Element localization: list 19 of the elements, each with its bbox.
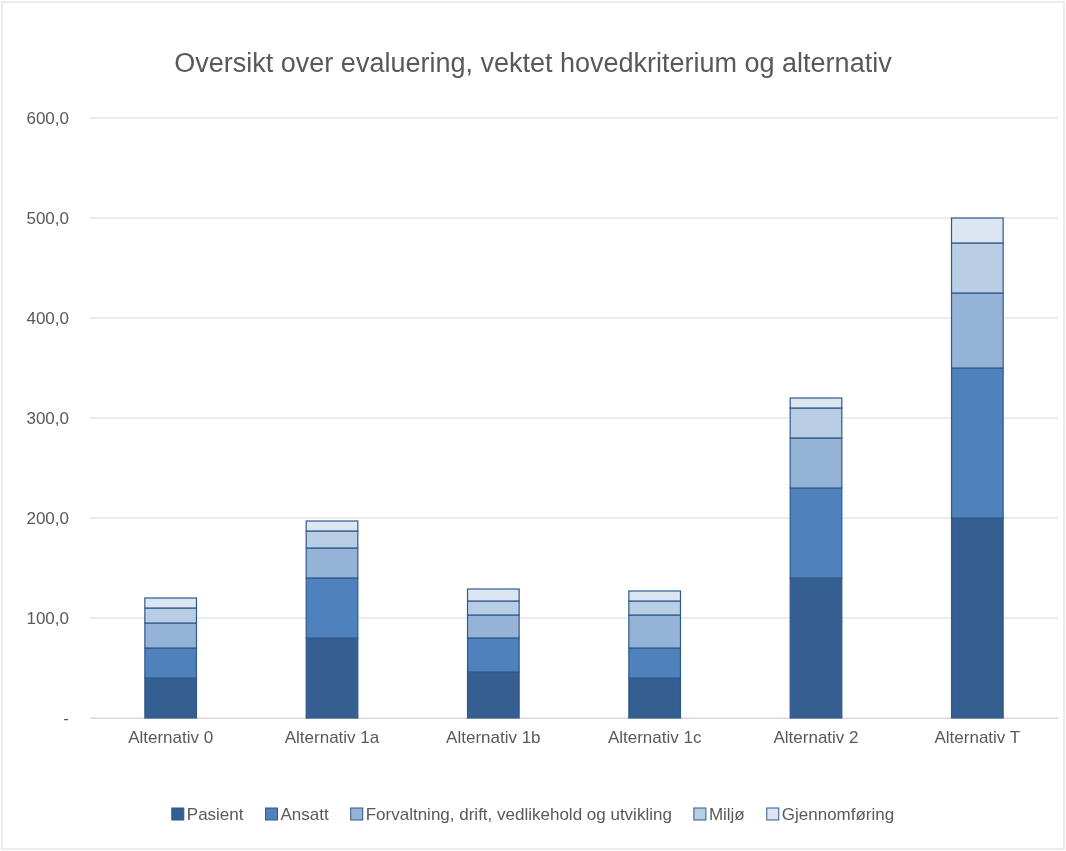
chart-title: Oversikt over evaluering, vektet hovedkriterium og alternativ	[174, 48, 893, 78]
legend-label: Ansatt	[280, 805, 329, 824]
y-tick-label: 200,0	[26, 508, 69, 528]
legend-label: Forvaltning, drift, vedlikehold og utvikling	[365, 805, 672, 824]
legend-label: Miljø	[708, 805, 745, 824]
y-tick-label: -	[63, 708, 69, 728]
y-tick-label: 100,0	[26, 608, 69, 628]
y-tick-label: 300,0	[26, 408, 69, 428]
y-tick-label: 600,0	[26, 108, 69, 128]
x-tick-label: Alternativ 1b	[446, 728, 541, 747]
x-tick-label: Alternativ 0	[128, 728, 214, 747]
x-tick-label: Alternativ T	[934, 728, 1021, 747]
legend-label: Pasient	[186, 805, 244, 824]
x-tick-label: Alternativ 1c	[607, 728, 702, 747]
y-tick-label: 400,0	[26, 308, 69, 328]
x-tick-label: Alternativ 2	[773, 728, 859, 747]
legend-label: Gjennomføring	[781, 805, 895, 824]
y-tick-label: 500,0	[26, 208, 69, 228]
x-tick-label: Alternativ 1a	[284, 728, 380, 747]
